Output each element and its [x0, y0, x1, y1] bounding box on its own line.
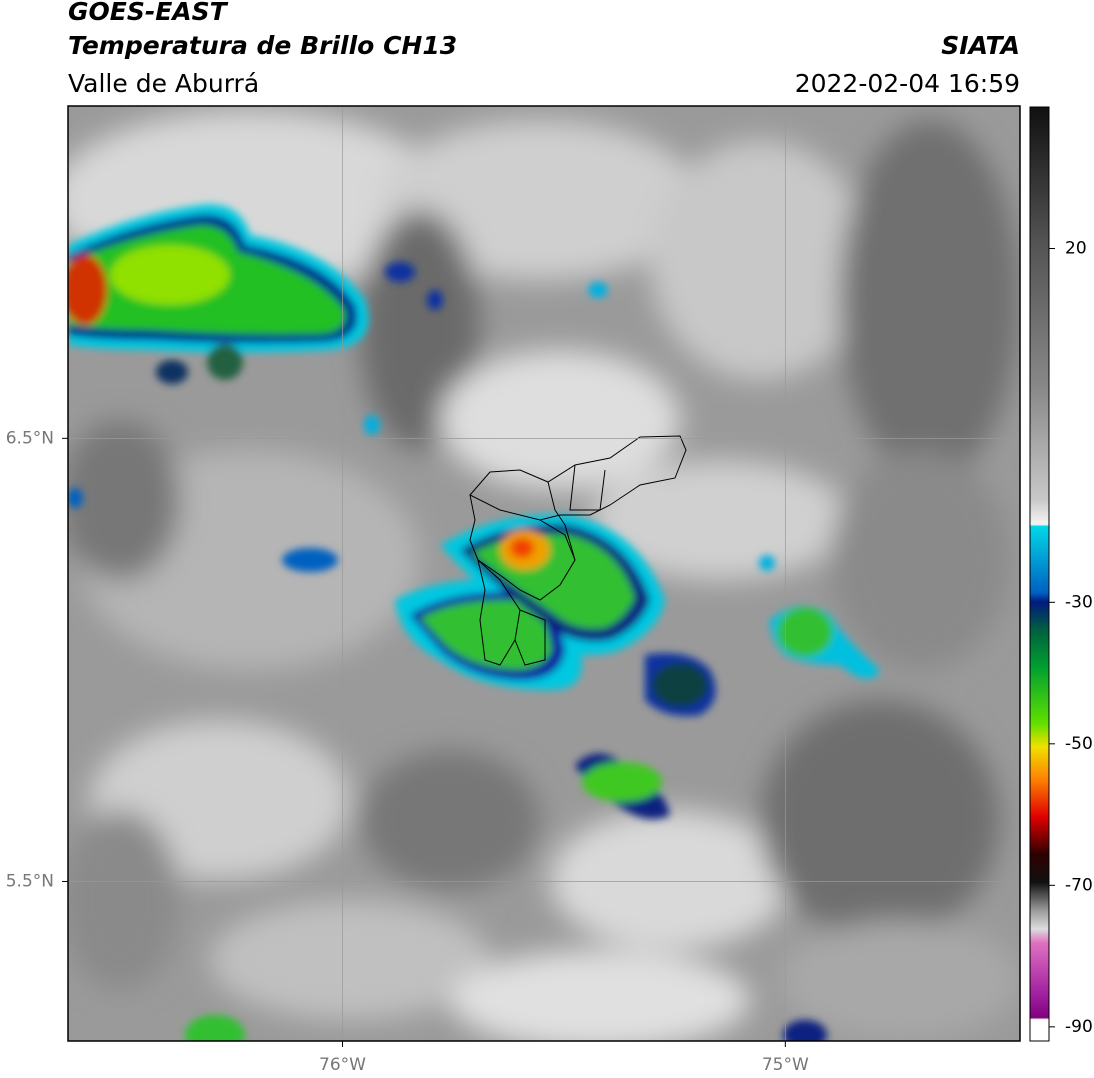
x-tick-label: 75°W [762, 1055, 809, 1075]
colorbar-tick-label: -70 [1065, 875, 1093, 895]
grid [62, 106, 1020, 1047]
title: GOES-EAST [68, 0, 229, 26]
map-frame [67, 105, 1021, 1042]
colorbar-tick-label: -50 [1065, 734, 1093, 754]
satellite-image [68, 106, 1020, 1041]
colorbar-tick-label: -30 [1065, 592, 1093, 612]
y-tick-label: 5.5°N [6, 871, 54, 891]
y-tick-label: 6.5°N [6, 428, 54, 448]
subtitle: Temperatura de Brillo CH13 [68, 31, 457, 60]
datetime: 2022-02-04 16:59 [795, 69, 1020, 98]
colorbar-tick-label: -90 [1065, 1017, 1093, 1037]
colorbar-tick-label: 20 [1065, 239, 1087, 259]
source: SIATA [941, 31, 1020, 60]
colorbar [1029, 106, 1050, 1042]
x-tick-label: 76°W [319, 1055, 366, 1075]
region: Valle de Aburrá [68, 69, 259, 98]
